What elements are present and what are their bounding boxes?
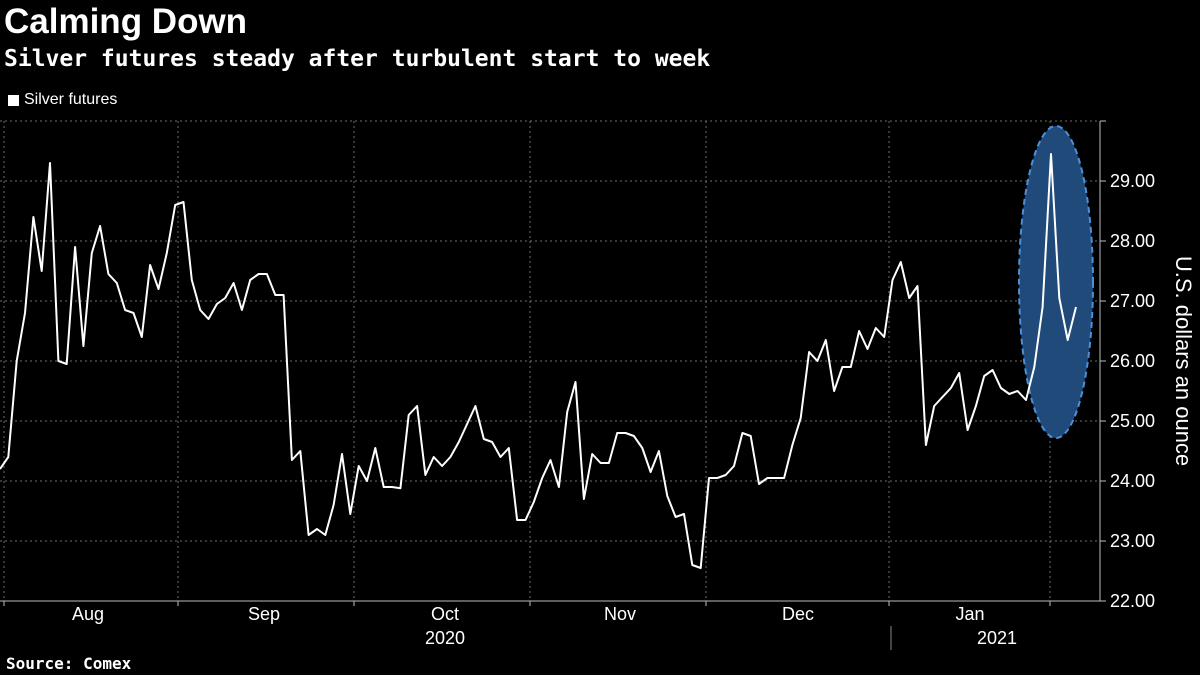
y-tick-label: 26.00 [1110,351,1155,371]
y-tick-label: 23.00 [1110,531,1155,551]
chart-title: Calming Down [4,2,248,41]
legend-label: Silver futures [24,91,118,108]
y-tick-label: 22.00 [1110,591,1155,611]
series-line-silver-futures [0,153,1077,569]
x-tick-label: Dec [782,604,814,624]
source-note: Source: Comex [6,654,132,673]
highlight-ellipse [1018,125,1094,439]
y-tick-label: 29.00 [1110,171,1155,191]
y-axis-title: U.S. dollars an ounce [1171,256,1196,466]
x-tick-label: Aug [72,604,104,624]
x-tick-label: Oct [431,604,459,624]
legend: Silver futures [8,91,117,109]
x-year-label: 2021 [977,628,1017,648]
y-tick-label: 24.00 [1110,471,1155,491]
y-tick-label: 27.00 [1110,291,1155,311]
x-tick-label: Nov [604,604,636,624]
y-tick-label: 25.00 [1110,411,1155,431]
x-tick-label: Sep [248,604,280,624]
chart-subtitle: Silver futures steady after turbulent st… [4,46,711,72]
x-year-label: 2020 [425,628,465,648]
legend-swatch [8,94,19,106]
y-tick-label: 28.00 [1110,231,1155,251]
x-tick-label: Jan [955,604,984,624]
